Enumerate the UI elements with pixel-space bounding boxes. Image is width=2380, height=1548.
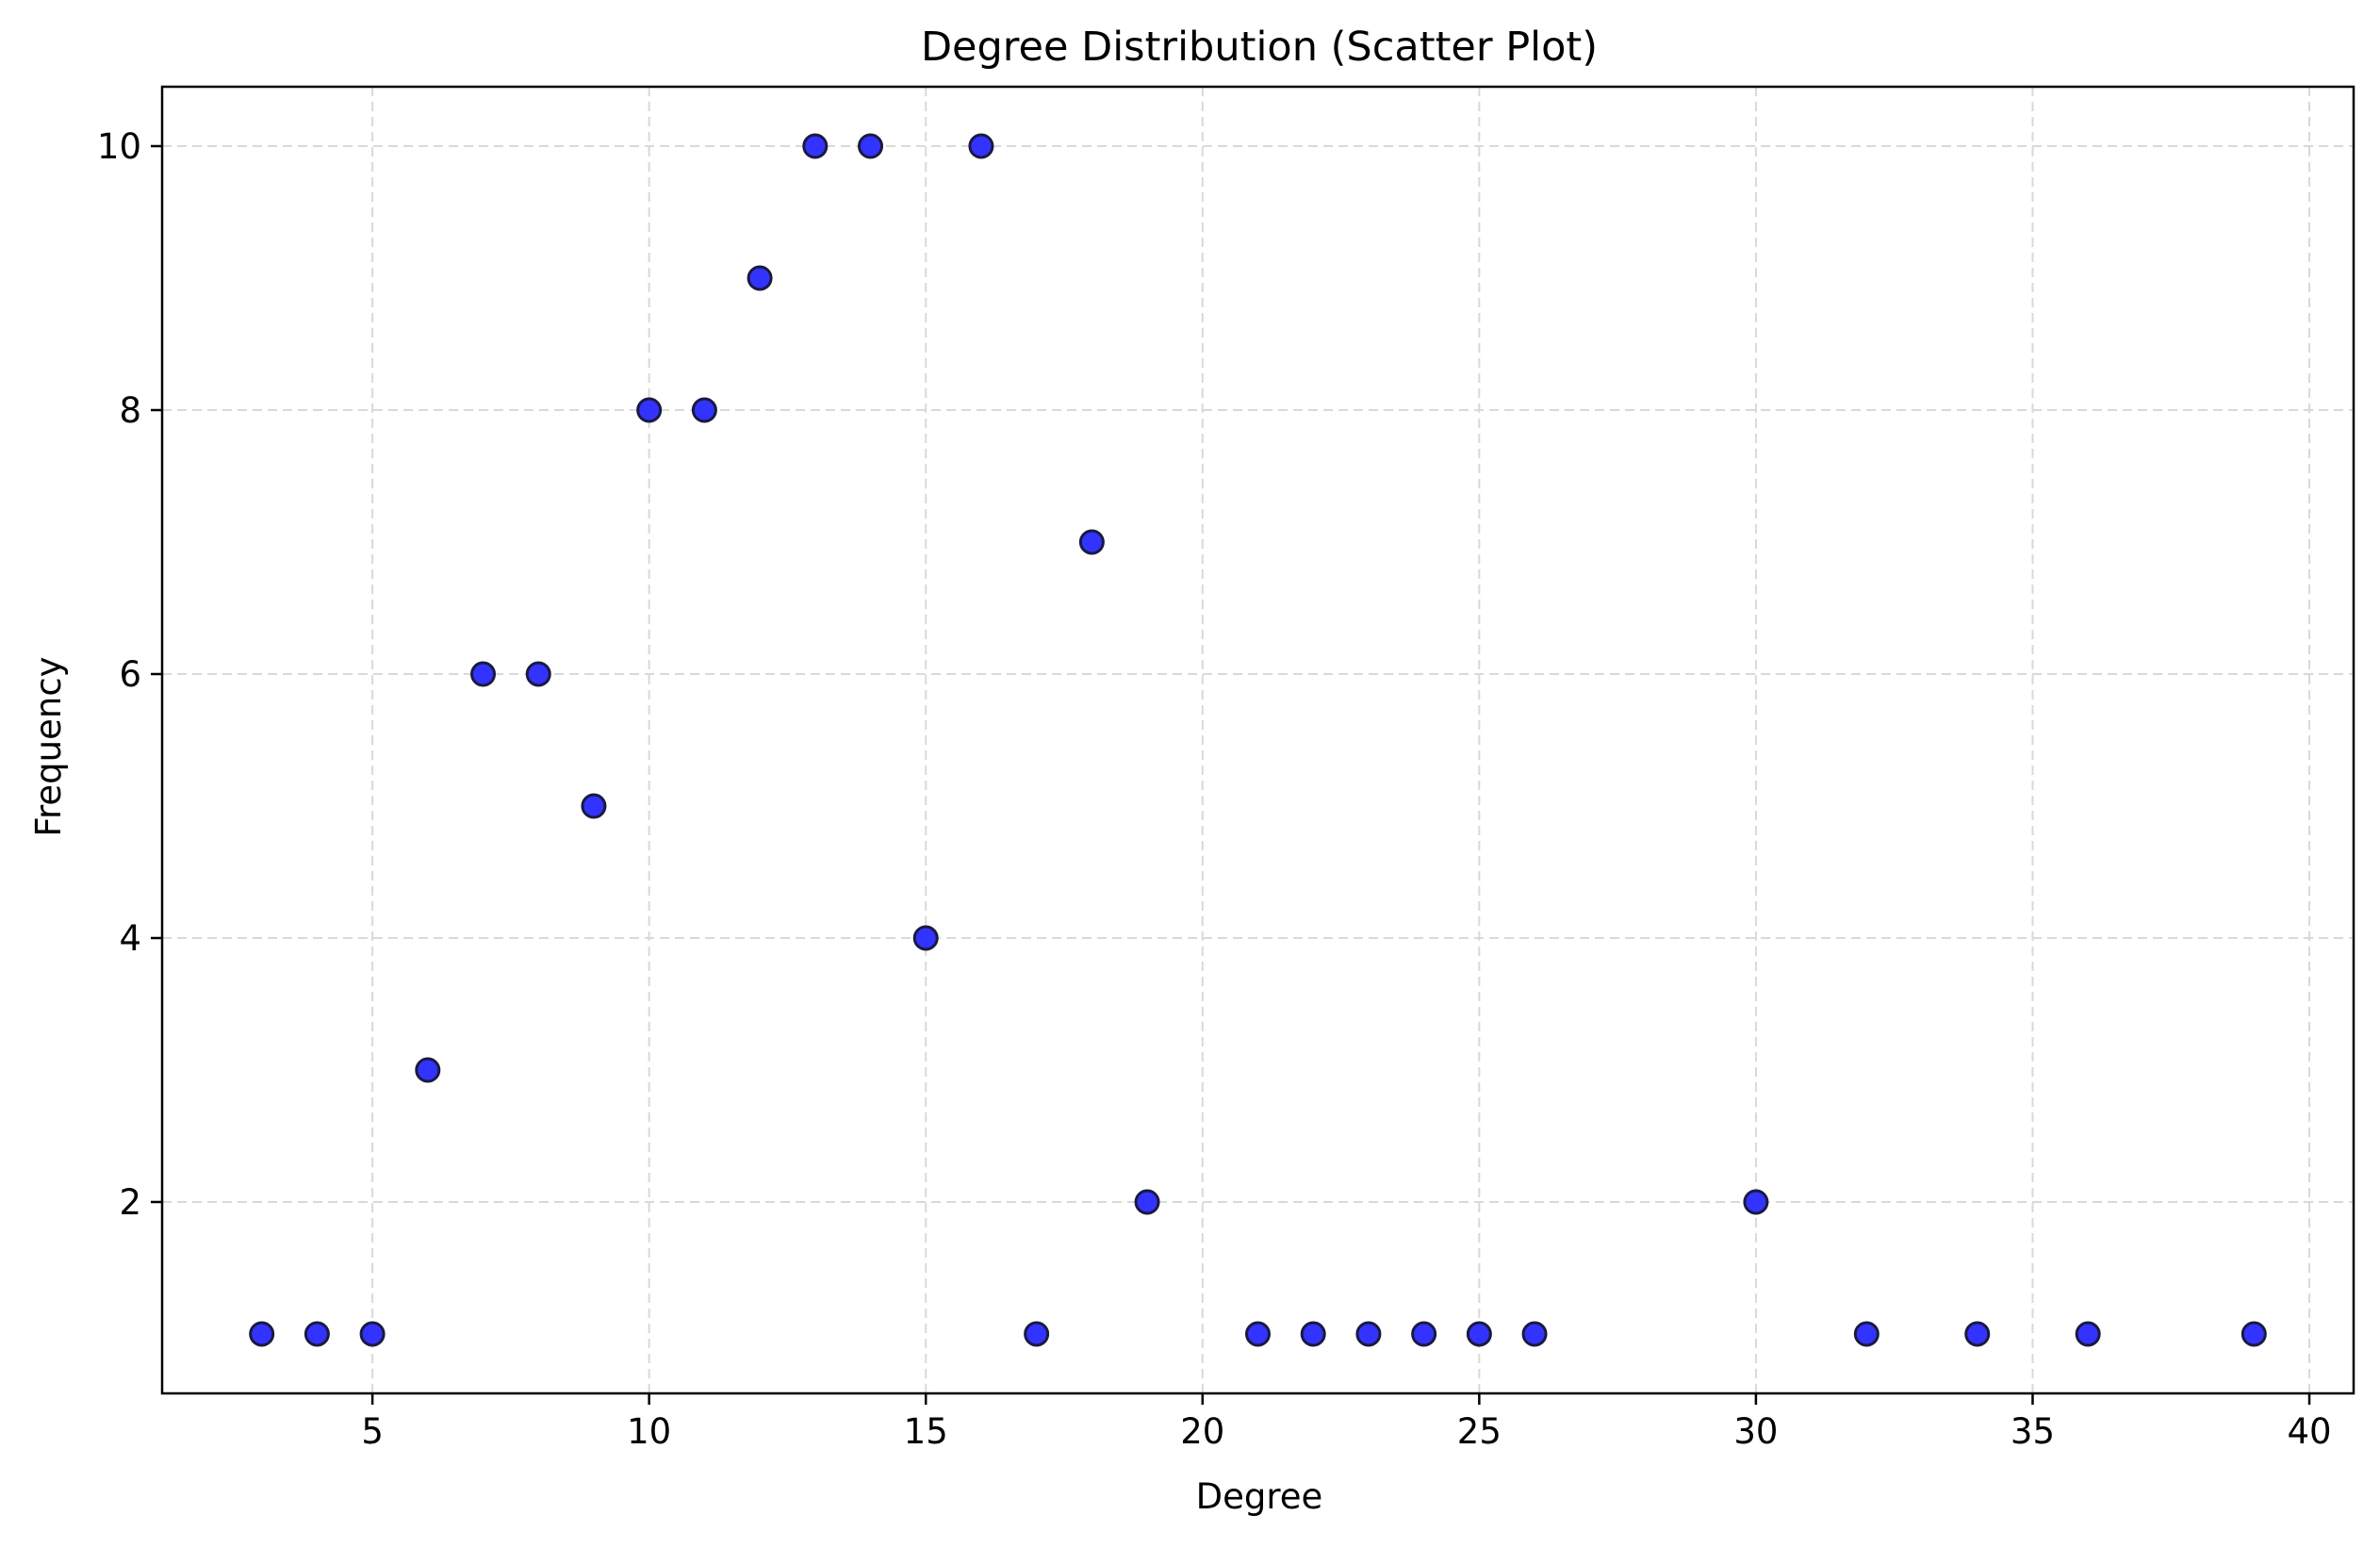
scatter-point [968, 133, 994, 159]
grid-lines [162, 87, 2354, 1393]
y-tick-label: 4 [119, 918, 141, 959]
y-axis-label: Frequency [28, 656, 69, 836]
x-axis-label: Degree [1196, 1476, 1323, 1517]
x-tick-label: 20 [1180, 1411, 1224, 1452]
y-tick-label: 2 [119, 1182, 141, 1223]
scatter-point [1078, 529, 1105, 555]
x-tick-label: 25 [1457, 1411, 1502, 1452]
scatter-point [1411, 1321, 1437, 1347]
chart-title: Degree Distribution (Scatter Plot) [921, 24, 1598, 71]
scatter-point [2075, 1321, 2101, 1347]
scatter-point [1300, 1321, 1326, 1347]
scatter-point [359, 1321, 386, 1347]
x-tick-label: 5 [361, 1411, 384, 1452]
y-tick-label: 8 [119, 390, 141, 431]
scatter-point [2240, 1321, 2267, 1347]
scatter-point [1134, 1189, 1160, 1215]
y-tick-label: 10 [97, 126, 141, 167]
scatter-point [525, 661, 551, 687]
x-tick-label: 30 [1733, 1411, 1778, 1452]
scatter-point [1024, 1321, 1050, 1347]
y-tick-label: 6 [119, 654, 141, 695]
scatter-point [1245, 1321, 1271, 1347]
scatter-point [581, 793, 607, 819]
scatter-point [691, 397, 717, 423]
data-points [249, 133, 2267, 1347]
scatter-point [1466, 1321, 1492, 1347]
scatter-point [1853, 1321, 1879, 1347]
x-tick-label: 15 [904, 1411, 948, 1452]
scatter-point [415, 1057, 441, 1083]
x-tick-label: 35 [2011, 1411, 2055, 1452]
y-axis-ticks: 2 4 6 8 10 [97, 126, 162, 1223]
scatter-point [858, 133, 884, 159]
scatter-point [304, 1321, 330, 1347]
scatter-point [1964, 1321, 1991, 1347]
x-tick-label: 40 [2287, 1411, 2331, 1452]
scatter-point [470, 661, 497, 687]
scatter-point [747, 265, 773, 291]
scatter-point [912, 925, 939, 951]
scatter-point [802, 133, 829, 159]
x-tick-label: 10 [627, 1411, 671, 1452]
scatter-point [1355, 1321, 1382, 1347]
plot-frame [160, 85, 2355, 1395]
scatter-point [1743, 1189, 1769, 1215]
x-axis-ticks: 5 10 15 20 25 30 35 40 [361, 1393, 2332, 1452]
scatter-point [636, 397, 663, 423]
scatter-point [249, 1321, 275, 1347]
scatter-point [1521, 1321, 1548, 1347]
